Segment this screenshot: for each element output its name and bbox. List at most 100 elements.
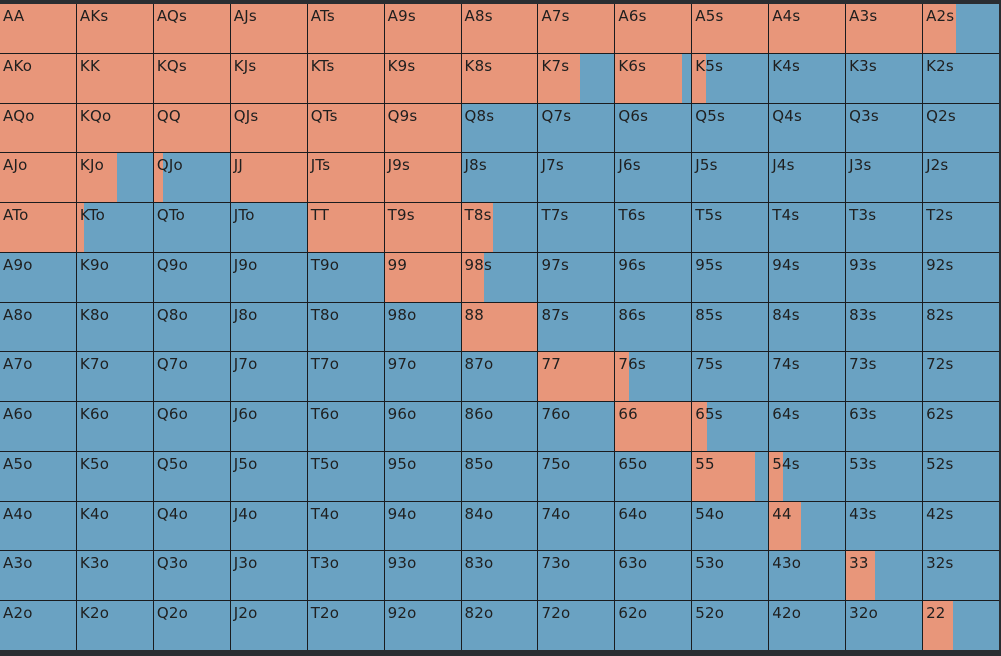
hand-cell-K3o[interactable]: K3o xyxy=(76,551,153,601)
hand-cell-93o[interactable]: 93o xyxy=(384,551,461,601)
hand-cell-K9s[interactable]: K9s xyxy=(384,53,461,103)
hand-cell-KQo[interactable]: KQo xyxy=(76,103,153,153)
hand-cell-54s[interactable]: 54s xyxy=(769,451,846,501)
hand-cell-97s[interactable]: 97s xyxy=(538,252,615,302)
hand-cell-97o[interactable]: 97o xyxy=(384,352,461,402)
hand-cell-98o[interactable]: 98o xyxy=(384,302,461,352)
hand-cell-T3o[interactable]: T3o xyxy=(307,551,384,601)
hand-cell-ATs[interactable]: ATs xyxy=(307,4,384,53)
hand-cell-Q3s[interactable]: Q3s xyxy=(846,103,923,153)
hand-cell-K6o[interactable]: K6o xyxy=(76,402,153,451)
hand-cell-KJs[interactable]: KJs xyxy=(230,53,307,103)
hand-cell-A3o[interactable]: A3o xyxy=(0,551,76,601)
hand-cell-65o[interactable]: 65o xyxy=(615,451,692,501)
hand-cell-T6s[interactable]: T6s xyxy=(615,203,692,252)
hand-cell-K8s[interactable]: K8s xyxy=(461,53,538,103)
hand-cell-T3s[interactable]: T3s xyxy=(846,203,923,252)
hand-cell-52s[interactable]: 52s xyxy=(923,451,999,501)
hand-cell-AKs[interactable]: AKs xyxy=(76,4,153,53)
hand-cell-QQ[interactable]: QQ xyxy=(153,103,230,153)
hand-cell-Q5o[interactable]: Q5o xyxy=(153,451,230,501)
hand-cell-99[interactable]: 99 xyxy=(384,252,461,302)
hand-cell-T7o[interactable]: T7o xyxy=(307,352,384,402)
hand-cell-82s[interactable]: 82s xyxy=(923,302,999,352)
hand-cell-A4o[interactable]: A4o xyxy=(0,501,76,551)
hand-cell-86o[interactable]: 86o xyxy=(461,402,538,451)
hand-cell-T4o[interactable]: T4o xyxy=(307,501,384,551)
hand-cell-T5s[interactable]: T5s xyxy=(692,203,769,252)
hand-cell-A6o[interactable]: A6o xyxy=(0,402,76,451)
hand-cell-66[interactable]: 66 xyxy=(615,402,692,451)
hand-cell-73s[interactable]: 73s xyxy=(846,352,923,402)
hand-cell-K5o[interactable]: K5o xyxy=(76,451,153,501)
hand-cell-Q5s[interactable]: Q5s xyxy=(692,103,769,153)
hand-cell-22[interactable]: 22 xyxy=(923,601,999,650)
hand-cell-QJs[interactable]: QJs xyxy=(230,103,307,153)
hand-cell-A7s[interactable]: A7s xyxy=(538,4,615,53)
hand-cell-42o[interactable]: 42o xyxy=(769,601,846,650)
hand-cell-43s[interactable]: 43s xyxy=(846,501,923,551)
hand-cell-85s[interactable]: 85s xyxy=(692,302,769,352)
hand-cell-32o[interactable]: 32o xyxy=(846,601,923,650)
hand-cell-96s[interactable]: 96s xyxy=(615,252,692,302)
hand-cell-K8o[interactable]: K8o xyxy=(76,302,153,352)
hand-cell-J4s[interactable]: J4s xyxy=(769,153,846,203)
hand-cell-K7s[interactable]: K7s xyxy=(538,53,615,103)
hand-cell-33[interactable]: 33 xyxy=(846,551,923,601)
hand-cell-Q8o[interactable]: Q8o xyxy=(153,302,230,352)
hand-cell-T8o[interactable]: T8o xyxy=(307,302,384,352)
hand-cell-T6o[interactable]: T6o xyxy=(307,402,384,451)
hand-cell-95s[interactable]: 95s xyxy=(692,252,769,302)
hand-cell-K4s[interactable]: K4s xyxy=(769,53,846,103)
hand-cell-53o[interactable]: 53o xyxy=(692,551,769,601)
hand-cell-73o[interactable]: 73o xyxy=(538,551,615,601)
hand-cell-KQs[interactable]: KQs xyxy=(153,53,230,103)
hand-cell-JTo[interactable]: JTo xyxy=(230,203,307,252)
hand-cell-83s[interactable]: 83s xyxy=(846,302,923,352)
hand-cell-J9o[interactable]: J9o xyxy=(230,252,307,302)
hand-cell-85o[interactable]: 85o xyxy=(461,451,538,501)
hand-cell-T4s[interactable]: T4s xyxy=(769,203,846,252)
hand-cell-QJo[interactable]: QJo xyxy=(153,153,230,203)
hand-cell-T9s[interactable]: T9s xyxy=(384,203,461,252)
hand-cell-Q8s[interactable]: Q8s xyxy=(461,103,538,153)
hand-cell-62s[interactable]: 62s xyxy=(923,402,999,451)
hand-cell-96o[interactable]: 96o xyxy=(384,402,461,451)
hand-cell-JTs[interactable]: JTs xyxy=(307,153,384,203)
hand-cell-TT[interactable]: TT xyxy=(307,203,384,252)
hand-cell-Q9o[interactable]: Q9o xyxy=(153,252,230,302)
hand-cell-A3s[interactable]: A3s xyxy=(846,4,923,53)
hand-cell-72s[interactable]: 72s xyxy=(923,352,999,402)
hand-cell-K4o[interactable]: K4o xyxy=(76,501,153,551)
hand-cell-AQs[interactable]: AQs xyxy=(153,4,230,53)
hand-cell-43o[interactable]: 43o xyxy=(769,551,846,601)
hand-cell-55[interactable]: 55 xyxy=(692,451,769,501)
hand-cell-A5s[interactable]: A5s xyxy=(692,4,769,53)
hand-cell-Q2o[interactable]: Q2o xyxy=(153,601,230,650)
hand-cell-87o[interactable]: 87o xyxy=(461,352,538,402)
hand-cell-62o[interactable]: 62o xyxy=(615,601,692,650)
hand-cell-K9o[interactable]: K9o xyxy=(76,252,153,302)
hand-cell-83o[interactable]: 83o xyxy=(461,551,538,601)
hand-cell-74s[interactable]: 74s xyxy=(769,352,846,402)
hand-cell-J6o[interactable]: J6o xyxy=(230,402,307,451)
hand-cell-Q3o[interactable]: Q3o xyxy=(153,551,230,601)
hand-cell-J3o[interactable]: J3o xyxy=(230,551,307,601)
hand-cell-QTs[interactable]: QTs xyxy=(307,103,384,153)
hand-cell-A6s[interactable]: A6s xyxy=(615,4,692,53)
hand-cell-53s[interactable]: 53s xyxy=(846,451,923,501)
hand-cell-82o[interactable]: 82o xyxy=(461,601,538,650)
hand-cell-Q9s[interactable]: Q9s xyxy=(384,103,461,153)
hand-cell-94o[interactable]: 94o xyxy=(384,501,461,551)
hand-cell-KTs[interactable]: KTs xyxy=(307,53,384,103)
hand-cell-Q7s[interactable]: Q7s xyxy=(538,103,615,153)
hand-cell-T9o[interactable]: T9o xyxy=(307,252,384,302)
hand-cell-A7o[interactable]: A7o xyxy=(0,352,76,402)
hand-cell-A2o[interactable]: A2o xyxy=(0,601,76,650)
hand-cell-Q4o[interactable]: Q4o xyxy=(153,501,230,551)
hand-cell-J5o[interactable]: J5o xyxy=(230,451,307,501)
hand-cell-K3s[interactable]: K3s xyxy=(846,53,923,103)
hand-cell-44[interactable]: 44 xyxy=(769,501,846,551)
hand-cell-QTo[interactable]: QTo xyxy=(153,203,230,252)
hand-cell-JJ[interactable]: JJ xyxy=(230,153,307,203)
